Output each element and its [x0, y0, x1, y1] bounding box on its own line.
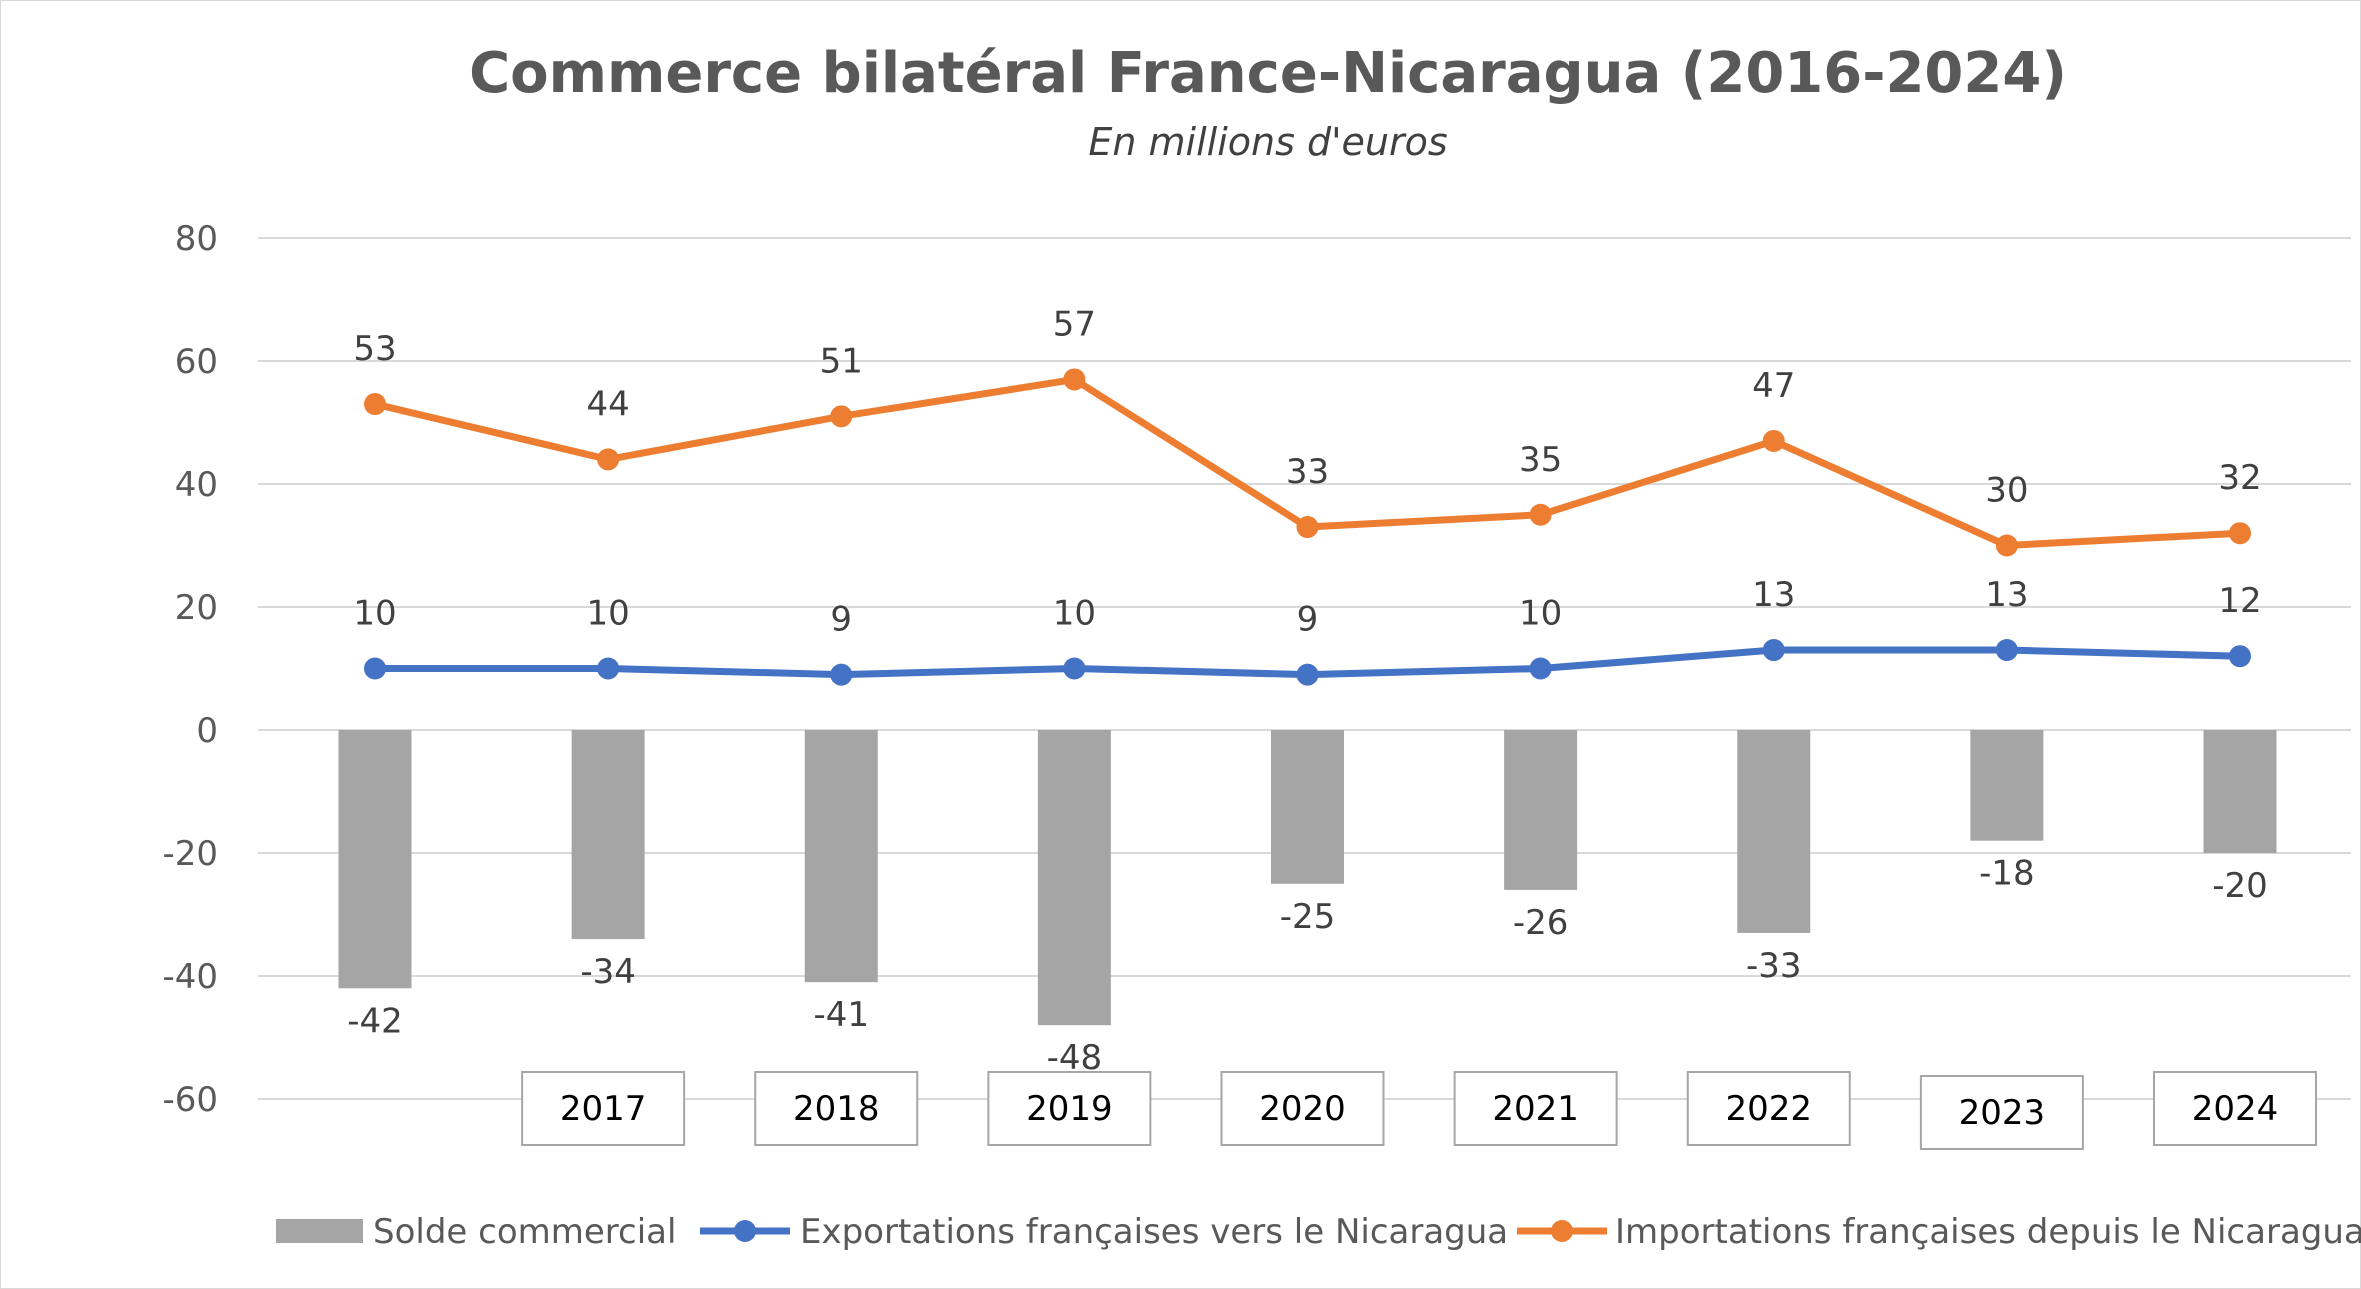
exports-point [1063, 657, 1086, 680]
exports-point [597, 657, 620, 680]
bar-data-label: -42 [347, 1001, 403, 1041]
exports-data-label: 10 [586, 594, 629, 634]
imports-data-label: 33 [1286, 452, 1329, 492]
gridlines: 80 60 40 20 0 -20 -40 -60 [162, 219, 2351, 1120]
chart-title: Commerce bilatéral France-Nicaragua (201… [469, 41, 2067, 106]
exports-point [1995, 639, 2018, 662]
exports-data-label: 9 [830, 600, 852, 640]
bar-data-label: -18 [1979, 854, 2035, 894]
imports-data-label: 30 [1985, 471, 2028, 511]
category-label: 2017 [560, 1089, 647, 1129]
legend-label-imports: Importations françaises depuis le Nicara… [1615, 1212, 2361, 1252]
bar-solde [1970, 730, 2044, 841]
bar-solde [1504, 730, 1578, 890]
bar-solde [338, 730, 412, 989]
bar-solde [804, 730, 878, 983]
imports-point [830, 405, 853, 428]
imports-point [1995, 534, 2018, 557]
category-box [1919, 1075, 2084, 1150]
exports-point [1762, 639, 1785, 662]
bar-data-label: -41 [813, 995, 869, 1035]
exports-data-label: 13 [1752, 575, 1795, 615]
y-tick-label: -40 [162, 957, 218, 997]
imports-data-label: 53 [353, 329, 396, 369]
category-box [1220, 1071, 1385, 1146]
bar-solde [1271, 730, 1344, 884]
legend-swatch-solde [276, 1219, 363, 1243]
exports-data-label: 9 [1297, 600, 1319, 640]
legend-marker-imports [1551, 1220, 1573, 1242]
category-box [1453, 1071, 1618, 1146]
category-box [987, 1071, 1152, 1146]
category-label: 2022 [1725, 1089, 1812, 1129]
exports-data-label: 10 [1519, 594, 1562, 634]
exports-data-label: 10 [353, 594, 396, 634]
imports-point [597, 448, 620, 471]
bar-data-label: -34 [580, 952, 636, 992]
legend-label-solde: Solde commercial [373, 1212, 676, 1252]
y-tick-label: -60 [162, 1080, 218, 1120]
y-tick-label: 60 [175, 342, 218, 382]
legend: Solde commercial Exportations françaises … [276, 1212, 2361, 1252]
y-tick-label: 0 [196, 711, 218, 751]
category-label: 2024 [2192, 1089, 2279, 1129]
y-tick-label: 80 [175, 219, 218, 259]
bar-solde [2203, 730, 2277, 853]
category-box [521, 1071, 686, 1146]
category-label: 2019 [1026, 1089, 1113, 1129]
line-series [364, 368, 2251, 686]
exports-data-label: 10 [1053, 594, 1096, 634]
exports-point [364, 657, 386, 680]
bar-data-label: -20 [2212, 866, 2268, 906]
bar-data-label: -26 [1513, 903, 1569, 943]
legend-label-exports: Exportations françaises vers le Nicaragu… [800, 1212, 1508, 1252]
bar-solde [1037, 730, 1111, 1026]
chart-subtitle: En millions d'euros [1088, 120, 1447, 164]
imports-point [1762, 429, 1785, 452]
y-tick-label: -20 [162, 834, 218, 874]
exports-point [830, 663, 853, 686]
imports-point [1529, 503, 1552, 526]
y-tick-label: 40 [175, 465, 218, 505]
bar-solde [1737, 730, 1811, 933]
exports-point [1296, 663, 1319, 686]
y-tick-label: 20 [175, 588, 218, 628]
imports-data-label: 57 [1053, 304, 1096, 344]
bar-data-label: -25 [1280, 897, 1336, 937]
category-label: 2020 [1259, 1089, 1346, 1129]
legend-marker-exports [734, 1220, 756, 1242]
bar-solde [571, 730, 645, 940]
exports-data-label: 13 [1985, 575, 2028, 615]
imports-point [364, 393, 386, 416]
imports-point [2229, 522, 2251, 545]
imports-data-label: 47 [1752, 366, 1795, 406]
imports-data-label: 32 [2218, 458, 2261, 498]
imports-data-label: 51 [820, 341, 863, 381]
imports-data-label: 35 [1519, 440, 1562, 480]
imports-data-label: 44 [586, 384, 629, 424]
category-axis: 2017 2018 2019 2020 2021 2022 2023 2024 [521, 1071, 2317, 1150]
exports-data-label: 12 [2218, 581, 2261, 621]
category-box [2153, 1071, 2317, 1146]
category-box [754, 1071, 919, 1146]
category-label: 2023 [1959, 1093, 2046, 1133]
bar-series [338, 730, 2277, 1026]
category-label: 2018 [793, 1089, 880, 1129]
category-label: 2021 [1492, 1089, 1579, 1129]
imports-point [1063, 368, 1086, 391]
imports-point [1296, 516, 1319, 539]
exports-point [2229, 645, 2251, 668]
bar-data-label: -33 [1746, 946, 1802, 986]
category-box [1686, 1071, 1851, 1146]
exports-point [1529, 657, 1552, 680]
